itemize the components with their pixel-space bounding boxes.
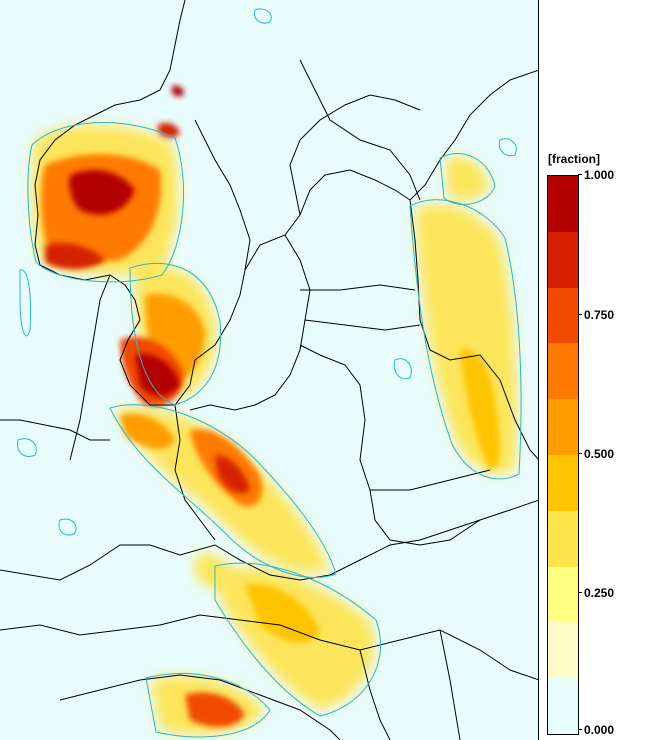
legend-tick-1: 1.000 <box>577 169 614 181</box>
legend-color-step <box>548 399 578 455</box>
field-peak-norway <box>69 170 135 215</box>
legend-title: [fraction] <box>548 152 600 166</box>
map-panel <box>0 0 539 740</box>
ukraine-border <box>370 469 491 546</box>
field-peak-denmark <box>135 354 180 397</box>
contour-russia <box>409 199 522 480</box>
field-core-czech <box>245 584 320 643</box>
contour-small-4 <box>498 138 517 157</box>
lithuania-latvia-borders <box>300 284 421 331</box>
gulf-of-bothnia-coast <box>194 94 421 271</box>
legend-color-step <box>548 566 578 623</box>
russia-baltic-border <box>409 199 538 460</box>
field-peak-finnmark <box>158 122 180 138</box>
contour-lines <box>16 8 522 738</box>
finland-border <box>299 59 421 201</box>
field-peak-norway-south <box>45 243 105 270</box>
fraction-field <box>31 85 517 735</box>
contour-germany-poland <box>109 404 337 578</box>
field-peak-poland <box>215 455 250 494</box>
contour-small-3 <box>253 8 272 24</box>
jutland-coast <box>69 274 111 461</box>
southern-borders <box>59 629 461 740</box>
field-core-coast <box>120 413 175 450</box>
legend-tick-075: 0.750 <box>577 309 614 321</box>
coastlines-and-borders <box>0 0 538 740</box>
legend-color-step <box>548 287 578 344</box>
contour-czech <box>214 562 381 717</box>
contour-small-2 <box>58 518 77 536</box>
legend-colorbar <box>547 175 579 735</box>
central-europe-borders <box>0 499 538 581</box>
field-patch-kola <box>445 156 490 201</box>
baltic-east-coast <box>189 234 311 411</box>
contour-balkans <box>145 672 271 738</box>
contour-small-1 <box>16 438 37 457</box>
legend-color-step <box>548 176 578 232</box>
field-patch-germany-poland <box>115 407 330 573</box>
poland-belarus-border <box>299 344 391 541</box>
field-peak-north <box>172 85 184 97</box>
legend-color-step <box>548 231 578 288</box>
legend-tick-05: 0.500 <box>577 448 614 460</box>
field-core-balkans <box>185 692 245 727</box>
contour-small-6 <box>19 269 31 337</box>
legend-tick-0: 0.000 <box>577 724 614 736</box>
contour-sweden <box>129 262 222 406</box>
legend-tick-025: 0.250 <box>577 587 614 599</box>
germany-poland-border <box>174 404 216 541</box>
contour-kola <box>439 153 496 205</box>
alps-borders <box>0 614 538 681</box>
legend-color-step <box>548 678 578 734</box>
contour-small-5 <box>393 358 412 380</box>
field-core-russia <box>460 349 500 470</box>
fraction-map <box>0 0 538 740</box>
north-sea-coast <box>0 419 110 441</box>
legend-color-step <box>548 454 578 511</box>
legend-color-step <box>548 510 578 567</box>
scandinavia-coastline <box>34 0 538 406</box>
legend-color-step <box>548 343 578 400</box>
legend-color-step <box>548 622 578 679</box>
legend-panel: [fraction] 1.000 0.750 0.500 0.250 0.000 <box>540 0 669 740</box>
contour-norway <box>27 122 185 283</box>
